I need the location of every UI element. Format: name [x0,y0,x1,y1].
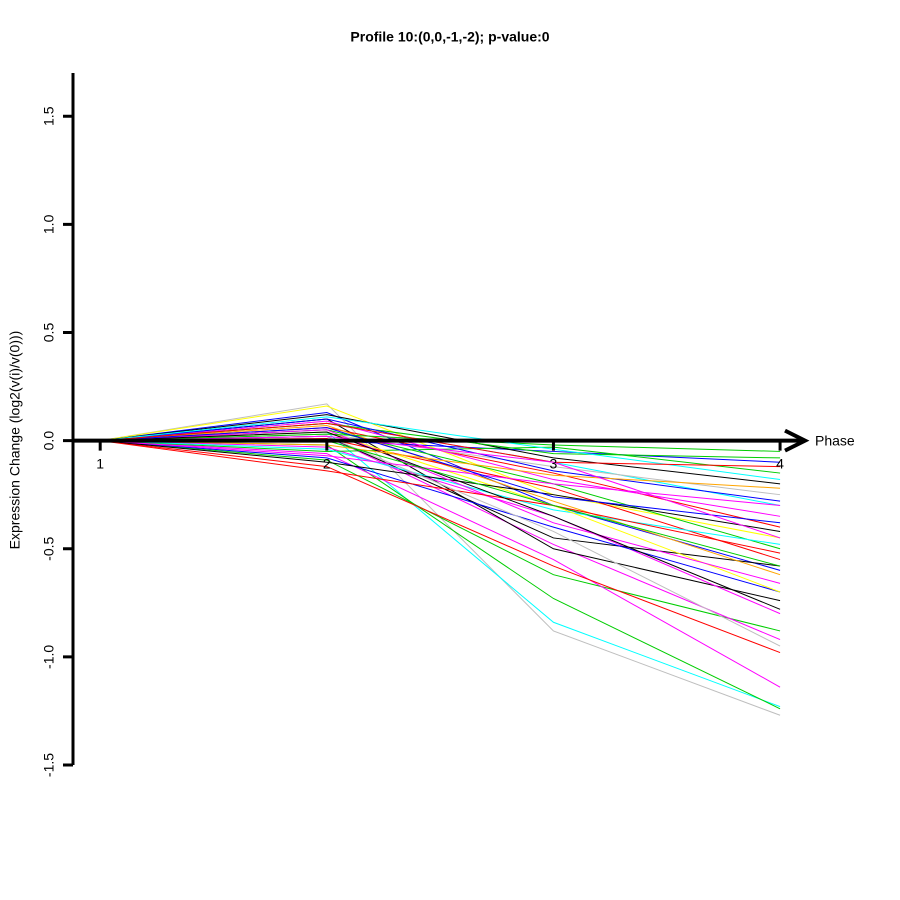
series-line [100,440,781,532]
series-line [100,427,781,524]
y-tick-label: -0.5 [41,536,57,560]
x-tick-label: 3 [550,455,558,471]
y-tick-label: 1.5 [41,106,57,126]
y-axis-label: Expression Change (log2(v(i)/v(0))) [7,331,23,550]
y-tick-label: 1.0 [41,214,57,234]
x-tick-label: 1 [96,455,104,471]
y-tick-label: -1.5 [41,753,57,777]
series-line [100,420,781,517]
series-line [100,440,781,632]
x-axis-label: Phase [815,432,855,448]
series-line [100,440,781,593]
y-tick-label: 0.0 [41,431,57,451]
y-tick-label: -1.0 [41,645,57,669]
x-tick-label: 2 [323,455,331,471]
series-line [100,440,781,506]
y-tick-label: 0.5 [41,323,57,343]
series-line [100,429,781,584]
series-line [100,431,781,610]
series-line [100,435,781,641]
series-line [100,440,781,489]
series-line [100,435,781,539]
series-line [100,418,781,502]
series-line [100,440,781,554]
x-tick-label: 4 [776,455,784,471]
series-line [100,440,781,654]
series-line [100,422,781,468]
series-line [100,440,781,545]
chart-title: Profile 10:(0,0,-1,-2); p-value:0 [350,29,549,45]
series-line [100,414,781,485]
x-axis-arrow [784,428,810,453]
series-line [100,440,781,615]
series-line [100,440,781,688]
